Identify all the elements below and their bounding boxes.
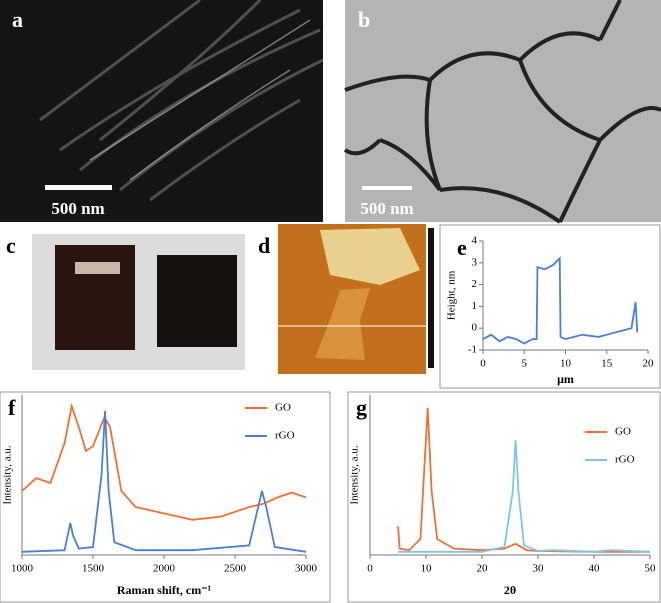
x-tick-label: 1000 [11,563,34,575]
panel-label: a [12,7,23,32]
panel-a: a 500 nm [0,0,324,222]
x-tick-label: 40 [589,563,601,575]
panel-label: f [8,395,16,420]
y-tick-label: 1 [472,300,478,312]
panel-frame [0,391,331,603]
legend-label: rGO [615,454,635,466]
y-tick-label: 0 [472,322,478,334]
data-line [21,410,307,553]
x-tick-label: 15 [601,358,613,370]
x-tick-label: 3000 [295,563,318,575]
y-tick-label: 4 [472,235,478,247]
x-tick-label: 0 [480,358,486,370]
scale-bar-label: 500 nm [360,199,413,218]
x-tick-label: 10 [421,563,433,575]
legend-label: GO [275,402,291,414]
y-axis-label: Intensity, a.u. [2,445,14,504]
panel-frame [347,391,661,603]
chart: f 1000 1500 2000 2500 3000 Raman shift, cm⁻¹ In… [0,391,331,603]
y-tick-label: 2 [472,278,478,290]
x-tick-label: 30 [533,563,545,575]
chart: g 0 10 20 30 40 50 2θ Intensity, a.u. GO rGO [347,391,661,603]
panel-label: g [356,395,367,420]
y-axis-label: Intensity, a.u. [349,445,361,504]
x-tick-label: 20 [643,358,655,370]
panel-b: b 500 nm [343,0,661,224]
x-tick-label: 0 [367,563,373,575]
x-tick-label: 5 [522,358,528,370]
x-tick-label: 1500 [82,563,105,575]
y-tick-label: 3 [472,256,478,268]
x-axis-label: μm [557,372,574,386]
x-axis-label: Raman shift, cm⁻¹ [117,583,212,597]
scale-bar-label: 500 nm [51,199,104,218]
panel-label: d [258,233,270,258]
panel-label: b [358,7,370,32]
data-line [21,402,307,521]
x-tick-label: 20 [477,563,489,575]
y-tick-label: -1 [468,344,477,356]
x-axis-label: 2θ [504,583,516,597]
legend-label: rGO [275,430,295,442]
legend-label: GO [615,426,631,438]
x-tick-label: 2000 [153,563,176,575]
data-line [398,439,651,553]
panel-c: c [6,233,245,370]
x-tick-label: 2500 [224,563,247,575]
x-tick-label: 10 [560,358,572,370]
panel-d: d [258,224,434,374]
panel-label: e [457,235,467,260]
data-line [397,407,650,553]
data-line [482,256,639,345]
panel-e-frame [439,224,661,389]
x-tick-label: 50 [645,563,657,575]
y-axis-label: Height, nm [446,270,458,320]
panel-label: c [6,233,16,258]
